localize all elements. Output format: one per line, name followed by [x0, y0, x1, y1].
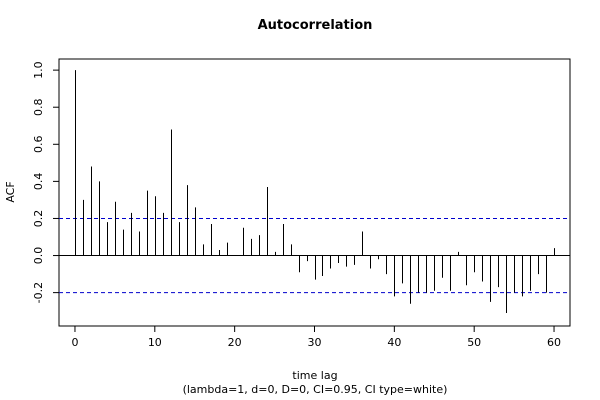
x-tick-label: 60	[547, 336, 561, 349]
y-tick-label: 0.2	[32, 210, 45, 228]
y-axis: -0.2 0.0 0.2 0.4 0.6 0.8 1.0	[32, 61, 60, 303]
acf-bars	[75, 70, 555, 314]
y-tick-label: 0.4	[32, 173, 45, 191]
y-tick-label: 0.6	[32, 136, 45, 154]
x-axis-subtitle: (lambda=1, d=0, D=0, CI=0.95, CI type=wh…	[183, 383, 448, 396]
x-tick-label: 20	[228, 336, 242, 349]
y-tick-label: -0.2	[32, 282, 45, 303]
y-tick-label: 1.0	[32, 61, 45, 79]
x-axis-title: time lag	[292, 369, 337, 382]
y-tick-label: 0.0	[32, 247, 45, 265]
x-tick-label: 0	[71, 336, 78, 349]
x-tick-label: 50	[467, 336, 481, 349]
chart-title: Autocorrelation	[258, 18, 373, 33]
x-tick-label: 40	[387, 336, 401, 349]
x-tick-label: 10	[148, 336, 162, 349]
x-tick-label: 30	[308, 336, 322, 349]
x-axis: 0 10 20 30 40 50 60	[71, 325, 561, 349]
y-axis-title: ACF	[4, 181, 17, 202]
plot-frame	[58, 58, 571, 327]
confidence-limit-lines	[59, 217, 570, 294]
y-tick-label: 0.8	[32, 98, 45, 116]
